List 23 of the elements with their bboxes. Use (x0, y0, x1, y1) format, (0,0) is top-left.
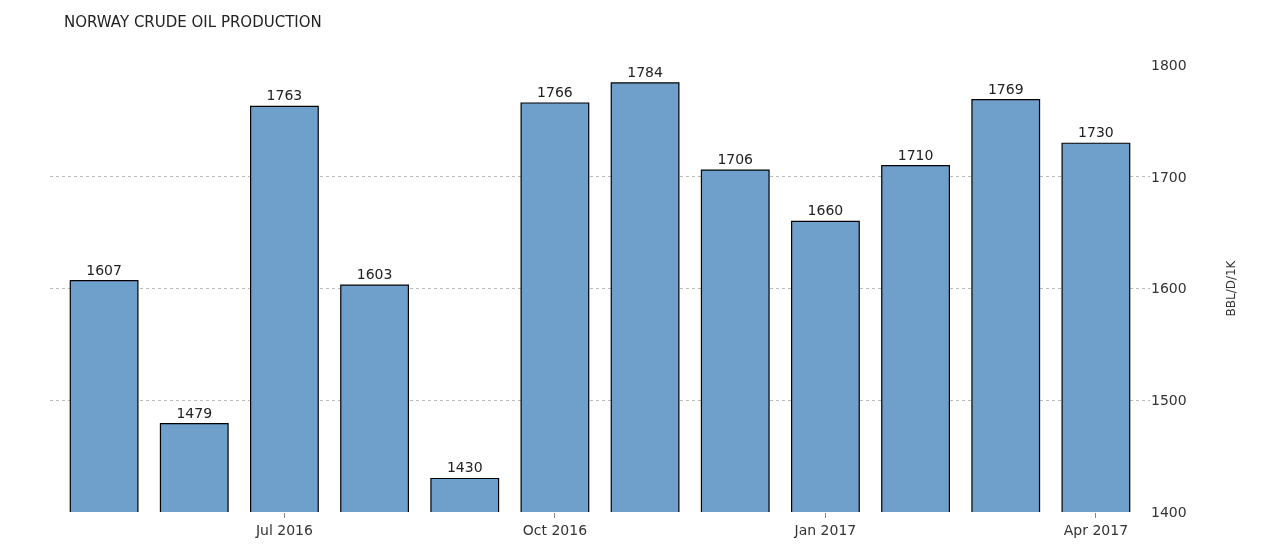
data-label: 1706 (717, 151, 754, 168)
data-label: 1430 (446, 459, 483, 476)
y-tick-label: 1600 (1151, 280, 1187, 297)
y-axis-title: BBL/D/1K (1223, 259, 1238, 317)
data-label: 1607 (86, 261, 122, 278)
data-label: 1479 (176, 404, 213, 421)
x-tick-label: Apr 2017 (1063, 521, 1129, 538)
data-label: 1769 (987, 80, 1024, 97)
data-label: 1763 (266, 87, 303, 104)
y-tick-label: 1500 (1151, 392, 1187, 409)
data-label: 1710 (897, 146, 934, 163)
data-label: 1603 (356, 266, 393, 283)
x-tick-label: Oct 2016 (522, 521, 588, 538)
y-tick-label: 1800 (1151, 56, 1187, 73)
data-label: 1730 (1078, 124, 1114, 141)
data-label: 1660 (807, 202, 844, 219)
x-tick-label: Jan 2017 (793, 521, 857, 538)
y-tick-label: 1700 (1151, 168, 1187, 185)
x-tick-label: Jul 2016 (254, 521, 313, 538)
data-label: 1766 (537, 84, 573, 100)
chart-title: NORWAY CRUDE OIL PRODUCTION (64, 13, 322, 32)
data-label: 1784 (627, 63, 663, 80)
y-tick-label: 1400 (1151, 503, 1187, 520)
